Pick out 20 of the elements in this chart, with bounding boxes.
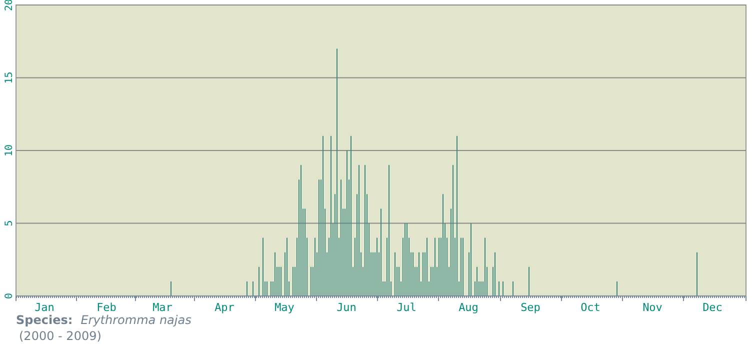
y-tick-label: 15 bbox=[4, 72, 15, 84]
x-tick-label: Aug bbox=[458, 301, 478, 314]
x-tick-label: Apr bbox=[214, 301, 235, 314]
x-tick-label: Sep bbox=[520, 301, 540, 314]
y-tick-label: 0 bbox=[4, 292, 15, 300]
y-tick-label: 10 bbox=[4, 144, 15, 157]
text: (2000 - 2009) bbox=[19, 329, 102, 343]
y-tick-label: 20 bbox=[4, 0, 15, 12]
x-tick-label: Mar bbox=[152, 301, 173, 314]
x-tick-label: Jan bbox=[34, 301, 54, 314]
x-tick-label: Dec bbox=[702, 301, 722, 314]
text: Species: bbox=[16, 313, 73, 327]
y-tick-label: 5 bbox=[4, 220, 15, 226]
x-tick-label: Jul bbox=[396, 301, 416, 314]
x-tick-label: Jun bbox=[336, 301, 356, 314]
x-tick-label: Feb bbox=[96, 301, 116, 314]
x-tick-label: Oct bbox=[580, 301, 600, 314]
x-tick-label: May bbox=[274, 301, 295, 314]
text: Erythromma najas bbox=[80, 313, 192, 327]
x-tick-label: Nov bbox=[642, 301, 663, 314]
